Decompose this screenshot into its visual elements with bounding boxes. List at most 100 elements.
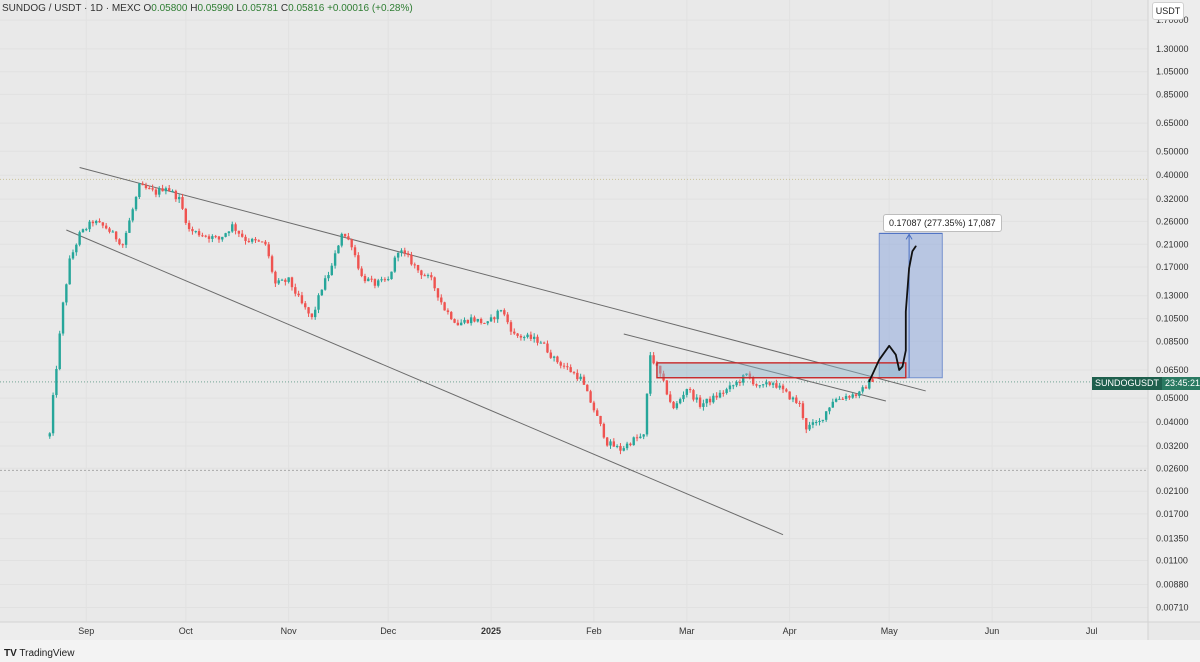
- candle-body: [761, 384, 765, 386]
- currency-button[interactable]: USDT: [1152, 2, 1184, 20]
- candle-body: [778, 385, 781, 388]
- y-tick-label: 1.70000: [1156, 15, 1189, 25]
- candle-body: [622, 448, 625, 451]
- y-tick-label: 1.30000: [1156, 44, 1189, 54]
- candle-body: [244, 236, 247, 241]
- candle-body: [785, 389, 788, 392]
- candle-body: [615, 445, 619, 447]
- candle-body: [469, 317, 473, 324]
- y-tick-label: 0.02100: [1156, 486, 1189, 496]
- projection-box[interactable]: [878, 232, 943, 379]
- candle-body: [436, 288, 440, 298]
- symbol-title[interactable]: SUNDOG / USDT · 1D · MEXC: [2, 3, 141, 14]
- candle-body: [416, 265, 420, 271]
- open-label: O: [143, 3, 152, 14]
- candle-body: [217, 236, 221, 240]
- tradingview-branding[interactable]: TV TradingView: [4, 648, 74, 659]
- candle-body: [526, 334, 529, 338]
- price-axis[interactable]: [1148, 0, 1200, 622]
- y-tick-label: 0.05000: [1156, 393, 1189, 403]
- candle-body: [692, 390, 695, 400]
- candle-body: [725, 389, 728, 394]
- candle-body: [579, 376, 582, 380]
- candle-body: [343, 233, 347, 237]
- candle-body: [353, 247, 357, 256]
- candle-body: [851, 394, 854, 398]
- candle-body: [95, 220, 98, 224]
- candle-body: [440, 297, 443, 303]
- candle-body: [98, 220, 101, 223]
- low-value: 0.05781: [241, 3, 279, 14]
- candle-body: [592, 402, 596, 411]
- x-tick-label: Feb: [586, 626, 602, 636]
- y-tick-label: 0.50000: [1156, 146, 1189, 156]
- candle-body: [168, 188, 171, 191]
- trendline[interactable]: [66, 229, 784, 536]
- candle-body: [815, 422, 818, 424]
- y-tick-label: 0.02600: [1156, 463, 1189, 473]
- y-tick-label: 0.01350: [1156, 534, 1189, 544]
- price-tag-countdown: 23:45:21: [1162, 377, 1200, 390]
- candle-body: [635, 437, 639, 439]
- candle-body: [194, 231, 197, 233]
- candle-body: [227, 231, 231, 234]
- price-tag-symbol: SUNDOGUSDT: [1092, 377, 1163, 390]
- candle-body: [489, 317, 493, 322]
- y-tick-label: 0.65000: [1156, 118, 1189, 128]
- candle-body: [546, 343, 549, 353]
- candle-body: [260, 241, 264, 243]
- y-axis-ticks: 1.70000 1.30000 1.05000 0.85000 0.65000 0.500…: [1156, 15, 1189, 612]
- candle-body: [516, 333, 519, 336]
- candle-body: [61, 302, 65, 334]
- high-value: 0.05990: [197, 3, 234, 14]
- candle-body: [562, 365, 566, 367]
- y-tick-label: 0.01100: [1156, 556, 1188, 566]
- candle-body: [536, 336, 539, 343]
- candle-body: [184, 208, 188, 223]
- candle-body: [426, 275, 430, 277]
- candle-body: [138, 183, 141, 198]
- candle-body: [164, 188, 168, 192]
- tradingview-name: TradingView: [19, 648, 75, 659]
- resistance-zone[interactable]: [656, 362, 907, 379]
- projected-path[interactable]: [868, 245, 917, 383]
- trendline[interactable]: [79, 166, 926, 392]
- candle-body: [231, 224, 234, 232]
- candle-body: [294, 287, 297, 294]
- resistance-zone-rect[interactable]: [656, 362, 907, 379]
- candle-body: [506, 314, 509, 323]
- candle-body: [187, 222, 191, 230]
- trendline[interactable]: [623, 333, 887, 402]
- candle-body: [65, 284, 68, 303]
- candle-body: [367, 278, 370, 282]
- candle-body: [742, 375, 745, 383]
- candle-body: [320, 289, 324, 296]
- candle-body: [446, 310, 450, 313]
- candle-body: [735, 381, 738, 386]
- candle-body: [523, 337, 526, 339]
- candle-body: [267, 244, 270, 257]
- y-tick-label: 0.10500: [1156, 314, 1189, 324]
- candle-body: [576, 372, 579, 380]
- candle-body: [307, 307, 310, 314]
- candle-body: [297, 293, 300, 296]
- candle-body: [566, 366, 569, 368]
- candle-body: [104, 225, 108, 229]
- candle-body: [237, 230, 241, 234]
- projected-path-line[interactable]: [868, 245, 917, 383]
- y-tick-label: 0.26000: [1156, 216, 1189, 226]
- time-axis[interactable]: [0, 622, 1148, 640]
- trendlines[interactable]: [66, 166, 926, 536]
- candle-body: [347, 236, 350, 240]
- candle-body: [118, 239, 121, 245]
- candle-body: [848, 396, 851, 398]
- candle-body: [121, 244, 124, 246]
- candle-body: [493, 317, 496, 320]
- candle-body: [197, 231, 201, 236]
- candle-body: [572, 372, 576, 374]
- candle-body: [503, 310, 506, 315]
- candle-body: [675, 403, 679, 409]
- candle-body: [154, 189, 158, 195]
- projection-box-rect[interactable]: [878, 232, 943, 379]
